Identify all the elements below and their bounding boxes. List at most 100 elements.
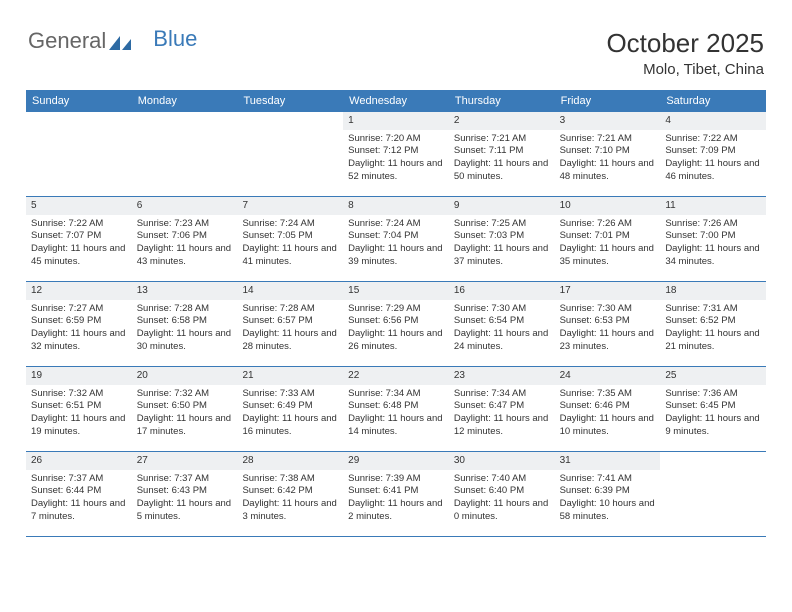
day-number: 13 (132, 282, 238, 300)
calendar-day: 1Sunrise: 7:20 AMSunset: 7:12 PMDaylight… (343, 112, 449, 196)
calendar-day: 8Sunrise: 7:24 AMSunset: 7:04 PMDaylight… (343, 197, 449, 281)
sunrise-text: Sunrise: 7:30 AM (560, 303, 656, 316)
day-number: 16 (449, 282, 555, 300)
day-details: Sunrise: 7:24 AMSunset: 7:05 PMDaylight:… (237, 215, 343, 274)
day-details: Sunrise: 7:33 AMSunset: 6:49 PMDaylight:… (237, 385, 343, 444)
calendar-day: 27Sunrise: 7:37 AMSunset: 6:43 PMDayligh… (132, 452, 238, 536)
day-number: 24 (555, 367, 661, 385)
day-number: 31 (555, 452, 661, 470)
day-number (26, 112, 132, 116)
daylight-text: Daylight: 11 hours and 0 minutes. (454, 498, 550, 524)
daylight-text: Daylight: 11 hours and 41 minutes. (242, 243, 338, 269)
day-header-cell: Wednesday (343, 90, 449, 112)
page-title: October 2025 (606, 28, 764, 59)
day-number: 12 (26, 282, 132, 300)
calendar-day: 16 Sunrise: 7:30 AMSunset: 6:54 PMDayligh… (449, 282, 555, 366)
document-header: General Blue October 2025 Molo, Tibet, C… (0, 0, 792, 90)
daylight-text: Daylight: 11 hours and 45 minutes. (31, 243, 127, 269)
calendar-day: 18Sunrise: 7:31 AMSunset: 6:52 PMDayligh… (660, 282, 766, 366)
day-header-row: SundayMondayTuesdayWednesdayThursdayFrid… (26, 90, 766, 112)
sunset-text: Sunset: 6:46 PM (560, 400, 656, 413)
daylight-text: Daylight: 11 hours and 2 minutes. (348, 498, 444, 524)
sunset-text: Sunset: 7:01 PM (560, 230, 656, 243)
sunrise-text: Sunrise: 7:25 AM (454, 218, 550, 231)
sunset-text: Sunset: 7:11 PM (454, 145, 550, 158)
calendar-day (660, 452, 766, 536)
calendar-day: 15Sunrise: 7:29 AMSunset: 6:56 PMDayligh… (343, 282, 449, 366)
day-number: 3 (555, 112, 661, 130)
sunset-text: Sunset: 6:57 PM (242, 315, 338, 328)
day-details: Sunrise: 7:20 AMSunset: 7:12 PMDaylight:… (343, 130, 449, 189)
calendar-day: 19Sunrise: 7:32 AMSunset: 6:51 PMDayligh… (26, 367, 132, 451)
calendar: SundayMondayTuesdayWednesdayThursdayFrid… (26, 90, 766, 537)
day-details: Sunrise: 7:25 AMSunset: 7:03 PMDaylight:… (449, 215, 555, 274)
calendar-day: 6Sunrise: 7:23 AMSunset: 7:06 PMDaylight… (132, 197, 238, 281)
daylight-text: Daylight: 11 hours and 23 minutes. (560, 328, 656, 354)
day-details: Sunrise: 7:35 AMSunset: 6:46 PMDaylight:… (555, 385, 661, 444)
calendar-day (132, 112, 238, 196)
day-details: Sunrise: 7:21 AMSunset: 7:11 PMDaylight:… (449, 130, 555, 189)
day-number (132, 112, 238, 116)
day-header-cell: Tuesday (237, 90, 343, 112)
calendar-day: 23Sunrise: 7:34 AMSunset: 6:47 PMDayligh… (449, 367, 555, 451)
daylight-text: Daylight: 11 hours and 21 minutes. (665, 328, 761, 354)
daylight-text: Daylight: 11 hours and 26 minutes. (348, 328, 444, 354)
logo: General Blue (28, 28, 197, 54)
sunset-text: Sunset: 6:58 PM (137, 315, 233, 328)
sunrise-text: Sunrise: 7:33 AM (242, 388, 338, 401)
day-number: 5 (26, 197, 132, 215)
calendar-day: 31Sunrise: 7:41 AMSunset: 6:39 PMDayligh… (555, 452, 661, 536)
daylight-text: Daylight: 11 hours and 37 minutes. (454, 243, 550, 269)
sunrise-text: Sunrise: 7:30 AM (454, 303, 550, 316)
sunrise-text: Sunrise: 7:36 AM (665, 388, 761, 401)
sunset-text: Sunset: 6:54 PM (454, 315, 550, 328)
daylight-text: Daylight: 11 hours and 9 minutes. (665, 413, 761, 439)
location-label: Molo, Tibet, China (606, 61, 764, 78)
sunset-text: Sunset: 7:00 PM (665, 230, 761, 243)
daylight-text: Daylight: 11 hours and 19 minutes. (31, 413, 127, 439)
daylight-text: Daylight: 11 hours and 52 minutes. (348, 158, 444, 184)
daylight-text: Daylight: 11 hours and 5 minutes. (137, 498, 233, 524)
day-details: Sunrise: 7:32 AMSunset: 6:50 PMDaylight:… (132, 385, 238, 444)
sunset-text: Sunset: 6:51 PM (31, 400, 127, 413)
calendar-week: 26Sunrise: 7:37 AMSunset: 6:44 PMDayligh… (26, 452, 766, 537)
day-number: 21 (237, 367, 343, 385)
sunrise-text: Sunrise: 7:39 AM (348, 473, 444, 486)
day-number: 14 (237, 282, 343, 300)
sunset-text: Sunset: 7:07 PM (31, 230, 127, 243)
sunrise-text: Sunrise: 7:35 AM (560, 388, 656, 401)
day-number: 29 (343, 452, 449, 470)
day-details: Sunrise: 7:27 AMSunset: 6:59 PMDaylight:… (26, 300, 132, 359)
logo-text-2: Blue (153, 26, 197, 52)
sunset-text: Sunset: 6:48 PM (348, 400, 444, 413)
calendar-day: 12Sunrise: 7:27 AMSunset: 6:59 PMDayligh… (26, 282, 132, 366)
day-details: Sunrise: 7:39 AMSunset: 6:41 PMDaylight:… (343, 470, 449, 529)
daylight-text: Daylight: 10 hours and 58 minutes. (560, 498, 656, 524)
calendar-week: 1Sunrise: 7:20 AMSunset: 7:12 PMDaylight… (26, 112, 766, 197)
calendar-day: 2Sunrise: 7:21 AMSunset: 7:11 PMDaylight… (449, 112, 555, 196)
day-details: Sunrise: 7:23 AMSunset: 7:06 PMDaylight:… (132, 215, 238, 274)
daylight-text: Daylight: 11 hours and 30 minutes. (137, 328, 233, 354)
day-number: 30 (449, 452, 555, 470)
daylight-text: Daylight: 11 hours and 24 minutes. (454, 328, 550, 354)
day-details: Sunrise: 7:37 AMSunset: 6:43 PMDaylight:… (132, 470, 238, 529)
calendar-day: 20Sunrise: 7:32 AMSunset: 6:50 PMDayligh… (132, 367, 238, 451)
calendar-day: 9Sunrise: 7:25 AMSunset: 7:03 PMDaylight… (449, 197, 555, 281)
daylight-text: Daylight: 11 hours and 16 minutes. (242, 413, 338, 439)
day-details: Sunrise: 7:30 AMSunset: 6:53 PMDaylight:… (555, 300, 661, 359)
calendar-week: 12Sunrise: 7:27 AMSunset: 6:59 PMDayligh… (26, 282, 766, 367)
sunset-text: Sunset: 7:12 PM (348, 145, 444, 158)
daylight-text: Daylight: 11 hours and 7 minutes. (31, 498, 127, 524)
day-details: Sunrise: 7:31 AMSunset: 6:52 PMDaylight:… (660, 300, 766, 359)
calendar-day: 17Sunrise: 7:30 AMSunset: 6:53 PMDayligh… (555, 282, 661, 366)
day-details: Sunrise: 7:32 AMSunset: 6:51 PMDaylight:… (26, 385, 132, 444)
day-number: 4 (660, 112, 766, 130)
daylight-text: Daylight: 11 hours and 32 minutes. (31, 328, 127, 354)
day-number: 17 (555, 282, 661, 300)
calendar-day: 25Sunrise: 7:36 AMSunset: 6:45 PMDayligh… (660, 367, 766, 451)
daylight-text: Daylight: 11 hours and 43 minutes. (137, 243, 233, 269)
sunset-text: Sunset: 7:05 PM (242, 230, 338, 243)
calendar-day: 24Sunrise: 7:35 AMSunset: 6:46 PMDayligh… (555, 367, 661, 451)
calendar-week: 19Sunrise: 7:32 AMSunset: 6:51 PMDayligh… (26, 367, 766, 452)
day-number: 23 (449, 367, 555, 385)
